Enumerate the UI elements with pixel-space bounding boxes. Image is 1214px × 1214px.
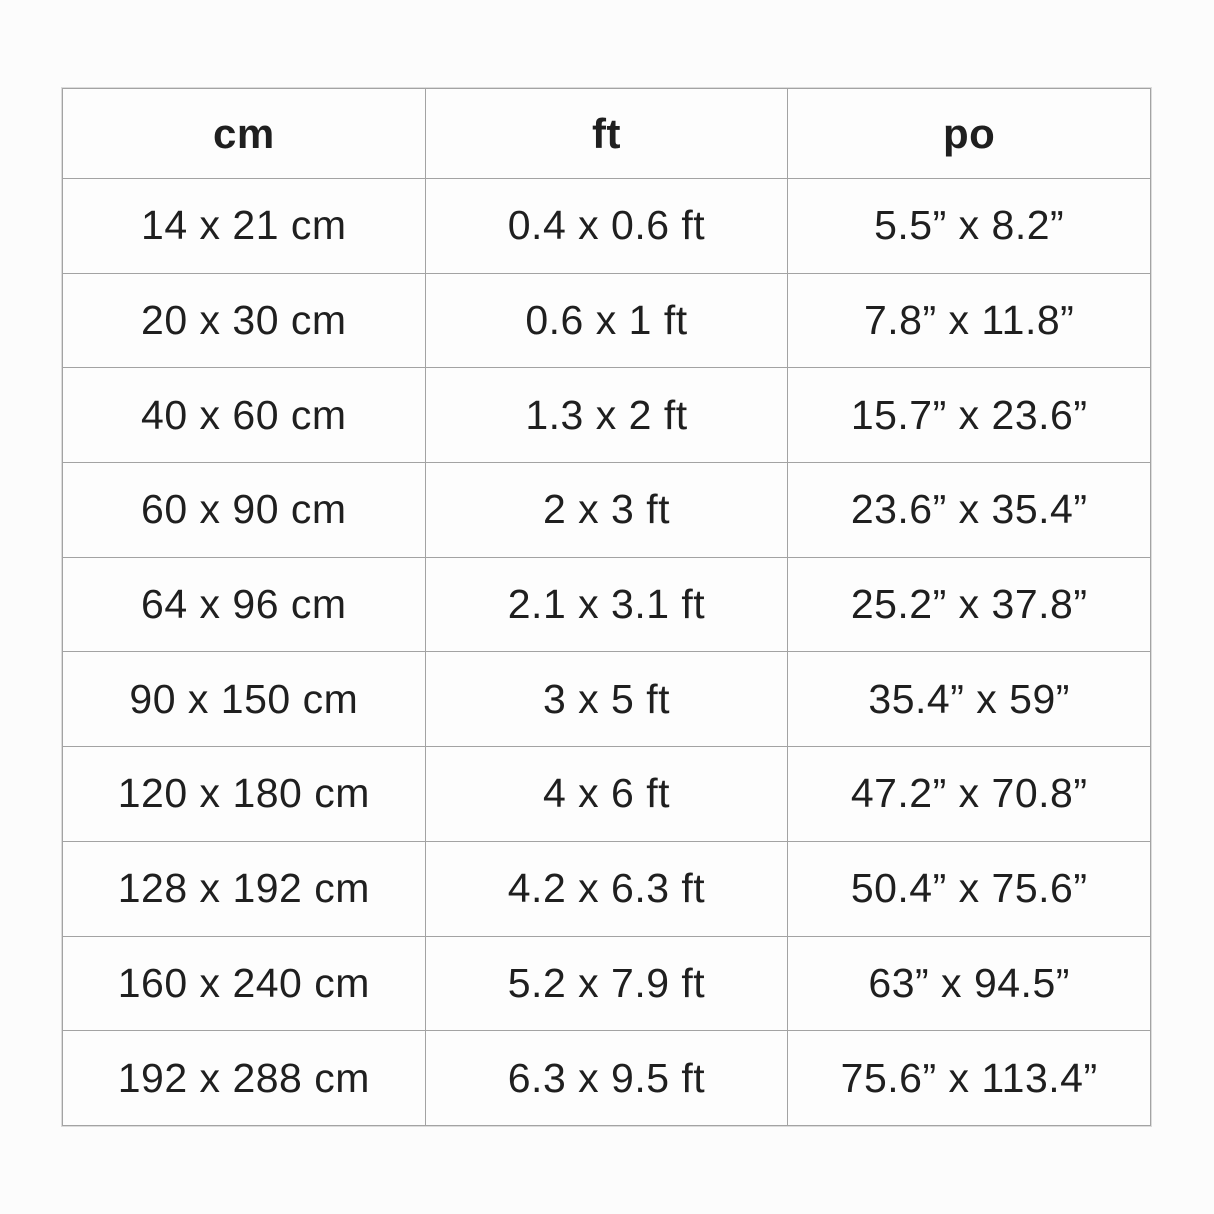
- cell-ft: 6.3 x 9.5 ft: [424, 1030, 789, 1126]
- cell-po: 7.8” x 11.8”: [787, 272, 1151, 369]
- table-row: 192 x 288 cm 6.3 x 9.5 ft 75.6” x 113.4”: [62, 1030, 1151, 1126]
- table-row: 64 x 96 cm 2.1 x 3.1 ft 25.2” x 37.8”: [62, 556, 1151, 653]
- header-cell-ft: ft: [424, 88, 789, 179]
- cell-cm: 60 x 90 cm: [62, 462, 426, 558]
- cell-cm: 192 x 288 cm: [62, 1030, 426, 1126]
- cell-ft: 1.3 x 2 ft: [424, 367, 789, 464]
- cell-po: 47.2” x 70.8”: [787, 746, 1151, 842]
- table-row: 20 x 30 cm 0.6 x 1 ft 7.8” x 11.8”: [62, 272, 1151, 369]
- cell-ft: 4.2 x 6.3 ft: [424, 840, 789, 937]
- cell-po: 25.2” x 37.8”: [787, 556, 1151, 653]
- cell-ft: 0.6 x 1 ft: [424, 272, 789, 369]
- table-body: 14 x 21 cm 0.4 x 0.6 ft 5.5” x 8.2” 20 x…: [62, 178, 1151, 1126]
- header-cell-cm: cm: [62, 88, 426, 179]
- table-header: cm ft po: [62, 88, 1151, 179]
- table-row: 14 x 21 cm 0.4 x 0.6 ft 5.5” x 8.2”: [62, 178, 1151, 274]
- table-row: 120 x 180 cm 4 x 6 ft 47.2” x 70.8”: [62, 746, 1151, 842]
- cell-ft: 2 x 3 ft: [424, 462, 789, 558]
- cell-po: 5.5” x 8.2”: [787, 178, 1151, 274]
- table-row: 128 x 192 cm 4.2 x 6.3 ft 50.4” x 75.6”: [62, 840, 1151, 937]
- cell-cm: 14 x 21 cm: [62, 178, 426, 274]
- cell-ft: 2.1 x 3.1 ft: [424, 556, 789, 653]
- cell-po: 75.6” x 113.4”: [787, 1030, 1151, 1126]
- size-conversion-table: cm ft po 14 x 21 cm 0.4 x 0.6 ft 5.5” x …: [62, 88, 1151, 1126]
- table-row: 60 x 90 cm 2 x 3 ft 23.6” x 35.4”: [62, 462, 1151, 558]
- cell-cm: 160 x 240 cm: [62, 935, 426, 1032]
- cell-ft: 3 x 5 ft: [424, 651, 789, 748]
- header-row: cm ft po: [62, 88, 1151, 179]
- table-row: 40 x 60 cm 1.3 x 2 ft 15.7” x 23.6”: [62, 367, 1151, 464]
- cell-cm: 120 x 180 cm: [62, 746, 426, 842]
- cell-po: 50.4” x 75.6”: [787, 840, 1151, 937]
- table-row: 160 x 240 cm 5.2 x 7.9 ft 63” x 94.5”: [62, 935, 1151, 1032]
- header-cell-po: po: [787, 88, 1151, 179]
- cell-po: 35.4” x 59”: [787, 651, 1151, 748]
- cell-cm: 40 x 60 cm: [62, 367, 426, 464]
- table-row: 90 x 150 cm 3 x 5 ft 35.4” x 59”: [62, 651, 1151, 748]
- cell-po: 63” x 94.5”: [787, 935, 1151, 1032]
- cell-cm: 20 x 30 cm: [62, 272, 426, 369]
- cell-po: 15.7” x 23.6”: [787, 367, 1151, 464]
- cell-ft: 4 x 6 ft: [424, 746, 789, 842]
- cell-cm: 64 x 96 cm: [62, 556, 426, 653]
- cell-ft: 0.4 x 0.6 ft: [424, 178, 789, 274]
- cell-ft: 5.2 x 7.9 ft: [424, 935, 789, 1032]
- conversion-table: cm ft po 14 x 21 cm 0.4 x 0.6 ft 5.5” x …: [62, 88, 1151, 1126]
- cell-cm: 128 x 192 cm: [62, 840, 426, 937]
- cell-po: 23.6” x 35.4”: [787, 462, 1151, 558]
- cell-cm: 90 x 150 cm: [62, 651, 426, 748]
